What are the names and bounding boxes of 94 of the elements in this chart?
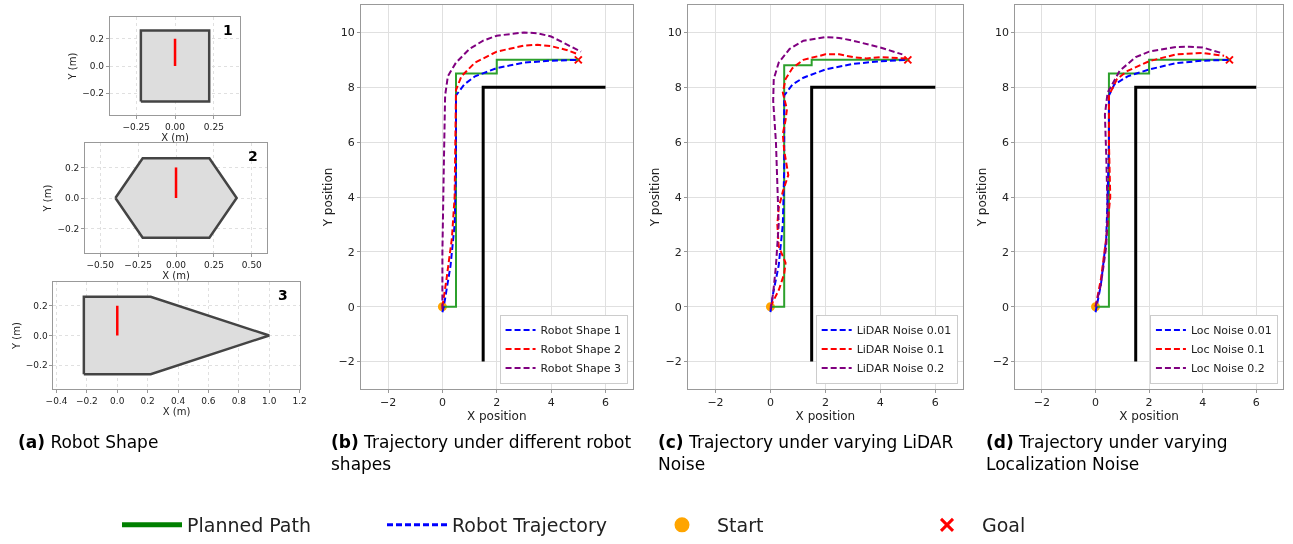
x-tick-label: 2 xyxy=(821,396,829,410)
x-axis-title: X position xyxy=(1119,409,1179,424)
annotation: 3 xyxy=(278,287,288,303)
y-tick-label: 8 xyxy=(674,81,682,95)
y-axis-title: Y position xyxy=(975,167,990,228)
x-tick-label: 2 xyxy=(493,396,501,410)
y-tick-label: 6 xyxy=(347,135,355,149)
y-tick-label: 8 xyxy=(1001,81,1009,95)
y-tick-label: 0.0 xyxy=(64,193,80,204)
y-tick-label: −0.2 xyxy=(82,88,105,99)
y-tick-label: −2 xyxy=(338,355,355,369)
text: (b) Trajectory under different robot shapes xyxy=(331,432,632,475)
y-tick-label: −2 xyxy=(665,355,682,369)
legend-label: Planned Path xyxy=(187,514,311,537)
y-tick-label: 0.2 xyxy=(33,300,48,311)
text: (c) Trajectory under varying LiDAR Noise xyxy=(658,432,954,475)
y-tick-label: 0 xyxy=(347,300,355,314)
y-tick-label: 4 xyxy=(1001,190,1009,204)
x-tick-label: 0.50 xyxy=(241,259,263,270)
y-tick-label: 10 xyxy=(667,26,682,40)
x-tick-label: 0.0 xyxy=(110,395,125,406)
x-tick-label: −2 xyxy=(1033,396,1051,410)
y-tick-label: −2 xyxy=(992,355,1009,369)
y-tick-label: 10 xyxy=(994,26,1009,40)
y-tick-label: 2 xyxy=(347,245,355,259)
y-tick-label: 6 xyxy=(1001,135,1009,149)
y-axis-title: Y (m) xyxy=(10,321,22,350)
legend-label: Start xyxy=(717,514,764,537)
x-tick-label: −0.4 xyxy=(45,395,68,406)
x-tick-label: 2 xyxy=(1145,396,1153,410)
x-tick-label: −2 xyxy=(379,396,397,410)
y-axis-title: Y (m) xyxy=(67,52,79,81)
x-tick-label: 4 xyxy=(547,396,555,410)
x-tick-label: 0 xyxy=(438,396,446,410)
y-axis-title: Y (m) xyxy=(42,184,54,213)
x-tick-label: 0.8 xyxy=(231,395,247,406)
x-tick-label: 0.00 xyxy=(165,121,186,132)
y-tick-label: 0.0 xyxy=(33,330,48,341)
x-tick-label: 6 xyxy=(931,396,939,410)
x-tick-label: 4 xyxy=(876,396,884,410)
x-tick-label: 0.4 xyxy=(170,395,186,406)
y-tick-label: 2 xyxy=(1001,245,1009,259)
x-axis-title: X position xyxy=(466,409,527,424)
x-tick-label: −2 xyxy=(707,396,724,410)
x-tick-label: 6 xyxy=(601,396,609,410)
x-tick-label: 6 xyxy=(1252,396,1260,410)
legend-label: LiDAR Noise 0.2 xyxy=(856,362,945,376)
y-tick-label: 4 xyxy=(674,190,682,204)
x-tick-label: −0.2 xyxy=(75,395,98,406)
x-tick-label: 0 xyxy=(1092,396,1100,410)
y-tick-label: 10 xyxy=(340,26,355,40)
y-axis-title: Y position xyxy=(647,167,662,228)
x-tick-label: 0.25 xyxy=(203,259,224,270)
x-tick-label: 0.2 xyxy=(140,395,155,406)
legend-label: LiDAR Noise 0.01 xyxy=(856,324,952,338)
y-tick-label: 0.2 xyxy=(89,33,105,44)
legend-label: Loc Noise 0.1 xyxy=(1190,343,1265,357)
annotation: 2 xyxy=(248,148,258,164)
legend-label: Robot Shape 2 xyxy=(540,343,621,357)
y-tick-label: 6 xyxy=(674,135,682,149)
y-tick-label: 0 xyxy=(1001,300,1009,314)
legend-label: Robot Trajectory xyxy=(452,514,607,537)
y-tick-label: 8 xyxy=(347,81,355,95)
legend-label: Robot Shape 3 xyxy=(540,362,621,376)
x-tick-label: 0.00 xyxy=(166,259,187,270)
text: (d) Trajectory under varying Localization Noise xyxy=(986,432,1228,475)
y-tick-label: 0 xyxy=(674,300,682,314)
y-tick-label: −0.2 xyxy=(25,360,48,371)
y-tick-label: 0.0 xyxy=(89,61,105,72)
x-tick-label: −0.25 xyxy=(124,259,152,270)
y-axis-title: Y position xyxy=(320,167,335,228)
x-tick-label: 0.25 xyxy=(203,121,224,132)
text: (a) Robot Shape xyxy=(18,432,159,452)
x-tick-label: 0 xyxy=(766,396,774,410)
x-axis-title: X (m) xyxy=(162,269,190,281)
x-tick-label: 4 xyxy=(1199,396,1207,410)
x-tick-label: 0.6 xyxy=(201,395,216,406)
x-tick-label: 1.2 xyxy=(292,395,307,406)
y-tick-label: 2 xyxy=(674,245,682,259)
x-axis-title: X (m) xyxy=(161,131,189,143)
legend-label: LiDAR Noise 0.1 xyxy=(856,343,945,357)
y-tick-label: 4 xyxy=(347,190,355,204)
legend-label: Loc Noise 0.2 xyxy=(1190,362,1265,376)
legend-label: Robot Shape 1 xyxy=(540,324,621,338)
x-axis-title: X (m) xyxy=(162,405,191,417)
x-axis-title: X position xyxy=(795,409,856,424)
x-tick-label: −0.25 xyxy=(122,121,150,132)
legend-label: Goal xyxy=(982,514,1026,537)
annotation: 1 xyxy=(223,22,233,38)
x-tick-label: 1.0 xyxy=(262,395,277,406)
x-tick-label: −0.50 xyxy=(86,259,115,270)
y-tick-label: 0.2 xyxy=(64,162,80,173)
y-tick-label: −0.2 xyxy=(57,223,80,234)
legend-label: Loc Noise 0.01 xyxy=(1190,324,1272,338)
